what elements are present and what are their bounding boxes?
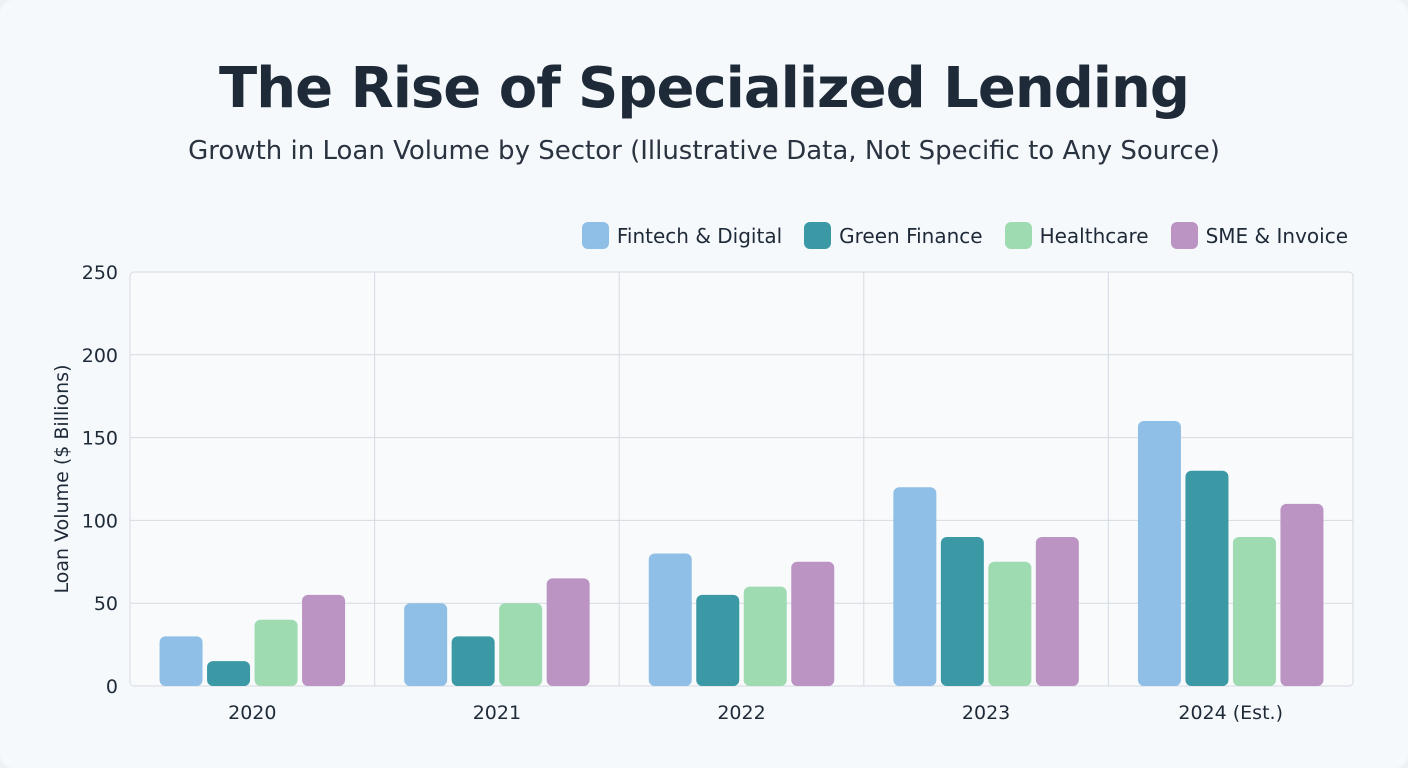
legend-label: Green Finance <box>839 223 983 248</box>
chart-title: The Rise of Specialized Lending <box>219 56 1190 121</box>
bar-sme-invoice-2024 <box>1280 503 1324 686</box>
bar-healthcare-2022 <box>743 586 787 686</box>
legend-item: SME & Invoice <box>1170 222 1348 249</box>
bar-sme-invoice-2022 <box>791 561 835 686</box>
bar-sme-invoice-2021 <box>546 578 590 686</box>
bar-fintech-digital-2022 <box>648 553 692 686</box>
bar-green-finance-2021 <box>451 636 495 686</box>
x-tick-label: 2024 (Est.) <box>1178 702 1283 724</box>
x-tick-label: 2023 <box>962 702 1010 724</box>
bar-sme-invoice-2020 <box>302 594 346 686</box>
legend-item: Fintech & Digital <box>581 222 783 249</box>
legend: Fintech & Digital Green Finance Healthcare… <box>581 222 1348 249</box>
legend-swatch <box>1004 222 1032 249</box>
bar-healthcare-2024 <box>1232 536 1276 686</box>
x-tick-label: 2021 <box>473 702 521 724</box>
y-tick-label: 0 <box>106 676 118 698</box>
bar-green-finance-2022 <box>696 594 740 686</box>
bar-sme-invoice-2023 <box>1035 536 1079 686</box>
legend-swatch <box>581 222 609 249</box>
legend-swatch <box>1170 222 1198 249</box>
chart-subtitle: Growth in Loan Volume by Sector (Illustr… <box>188 136 1220 166</box>
x-tick-label: 2020 <box>228 702 276 724</box>
x-tick-label: 2022 <box>717 702 765 724</box>
legend-item: Green Finance <box>804 222 983 249</box>
y-tick-label: 50 <box>94 593 118 615</box>
bar-green-finance-2024 <box>1185 470 1229 686</box>
y-tick-label: 100 <box>82 510 118 532</box>
bar-fintech-digital-2023 <box>893 487 937 686</box>
bar-healthcare-2021 <box>499 603 543 686</box>
legend-label: Healthcare <box>1039 223 1149 248</box>
bar-healthcare-2023 <box>988 561 1032 686</box>
bar-healthcare-2020 <box>254 619 298 686</box>
y-axis-label: Loan Volume ($ Billions) <box>51 365 73 594</box>
legend-label: Fintech & Digital <box>616 223 783 248</box>
bar-green-finance-2020 <box>207 661 251 686</box>
bar-green-finance-2023 <box>940 536 984 686</box>
bar-fintech-digital-2024 <box>1137 421 1181 686</box>
y-tick-label: 250 <box>82 262 118 284</box>
y-tick-label: 200 <box>82 345 118 367</box>
bar-fintech-digital-2021 <box>404 603 448 686</box>
legend-label: SME & Invoice <box>1205 223 1348 248</box>
legend-swatch <box>804 222 832 249</box>
legend-item: Healthcare <box>1004 222 1149 249</box>
y-tick-label: 150 <box>82 428 118 450</box>
bar-fintech-digital-2020 <box>159 636 203 686</box>
